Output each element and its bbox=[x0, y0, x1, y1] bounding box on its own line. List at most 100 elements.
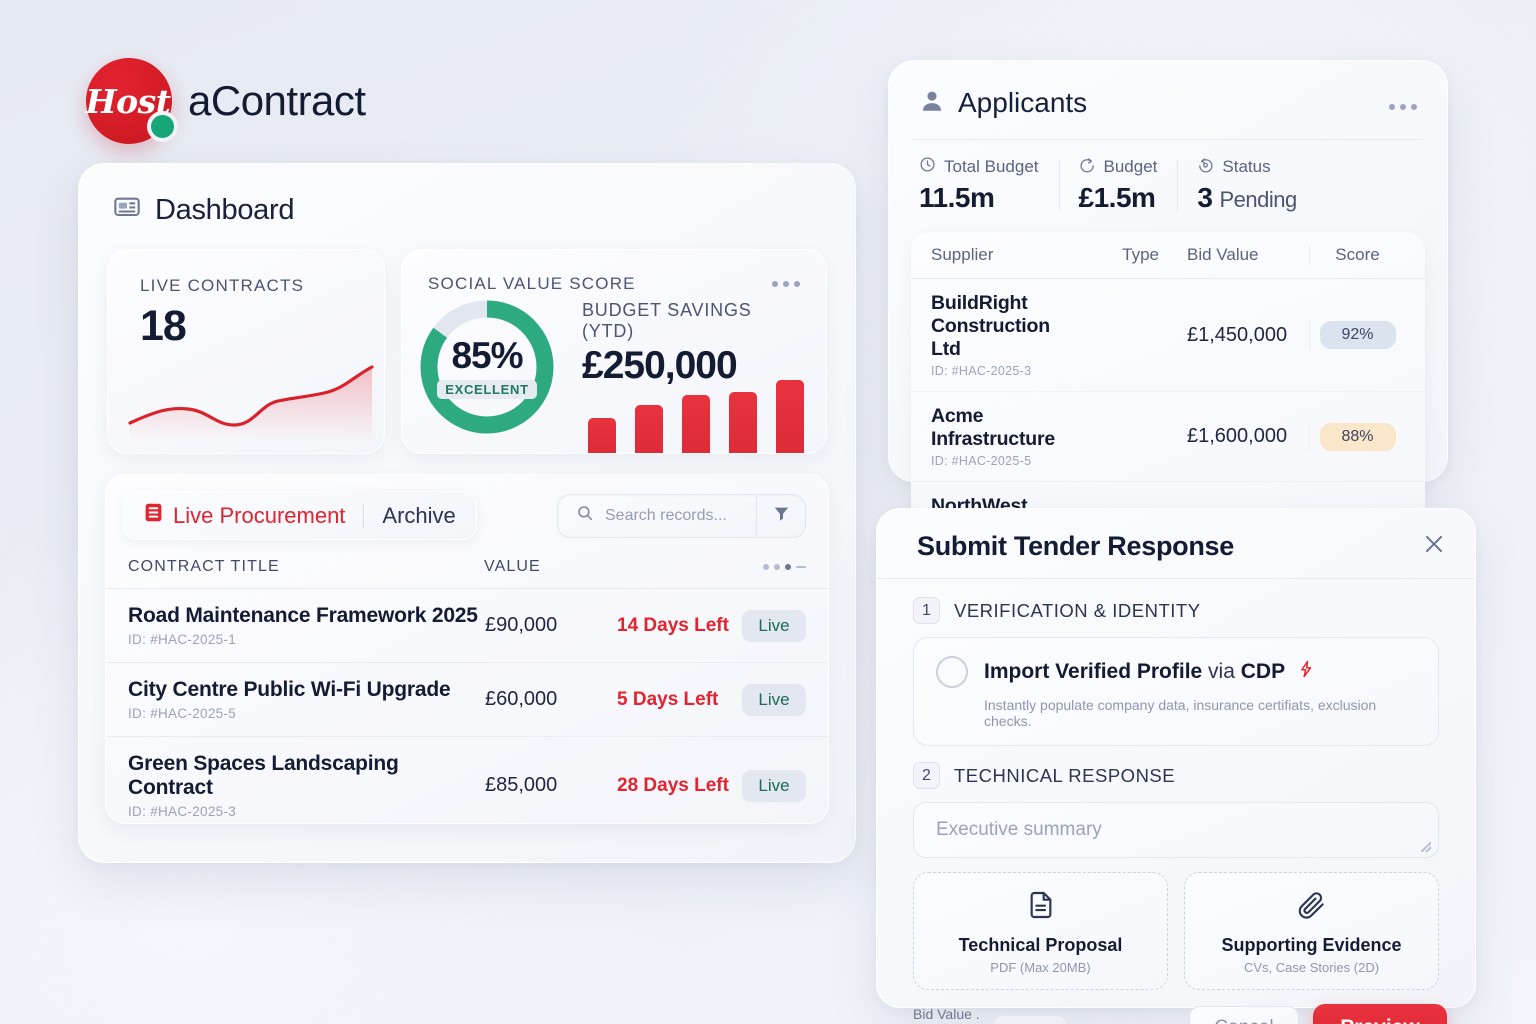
submit-tender-modal: Submit Tender Response 1 VERIFICATION & … bbox=[876, 508, 1476, 1024]
user-icon bbox=[919, 88, 945, 119]
budget-savings-label: BUDGET SAVINGS (YTD) bbox=[582, 300, 752, 341]
tab-archive[interactable]: Archive bbox=[382, 503, 455, 529]
applicants-header: Applicants bbox=[889, 61, 1447, 119]
budget-savings-value: £250,000 bbox=[582, 344, 738, 387]
live-contracts-card[interactable]: LIVE CONTRACTS 18 bbox=[107, 249, 385, 454]
paperclip-icon bbox=[1296, 889, 1328, 926]
close-icon[interactable] bbox=[1421, 531, 1447, 562]
document-icon bbox=[1025, 889, 1057, 926]
budget-savings-block: BUDGET SAVINGS (YTD) £250,000 bbox=[582, 300, 806, 388]
social-value-more-icon[interactable] bbox=[772, 274, 800, 287]
import-profile-option[interactable]: Import Verified Profile via CDP Instantl… bbox=[913, 637, 1439, 746]
dashboard-title: Dashboard bbox=[155, 194, 295, 226]
supplier-id: ID: #HAC-2025-3 bbox=[931, 364, 1032, 378]
supplier-bid-value: £1,450,000 bbox=[1187, 323, 1288, 346]
lightning-icon bbox=[1297, 660, 1315, 684]
column-score: Score bbox=[1309, 245, 1405, 265]
tab-live-procurement-label: Live Procurement bbox=[173, 502, 346, 528]
host-logo-mark: Host bbox=[85, 58, 178, 144]
metric-total-budget-label: Total Budget bbox=[944, 157, 1039, 176]
status-dot-icon bbox=[147, 111, 178, 142]
table-row[interactable]: BuildRight Construction Ltd ID: #HAC-202… bbox=[911, 279, 1425, 392]
social-value-card: SOCIAL VALUE SCORE 85% EXCELLENT BUDGET … bbox=[401, 249, 827, 454]
supplier-bid-value: £1,600,000 bbox=[1187, 425, 1288, 447]
filter-button[interactable] bbox=[756, 494, 805, 537]
score-badge: 92% bbox=[1319, 321, 1396, 349]
social-value-label: SOCIAL VALUE SCORE bbox=[428, 274, 636, 293]
contract-value: £90,000 bbox=[485, 614, 558, 636]
cancel-button[interactable]: Cancel bbox=[1189, 1006, 1299, 1024]
contract-days-left: 28 Days Left bbox=[617, 774, 729, 796]
social-value-donut-chart: 85% EXCELLENT bbox=[416, 296, 558, 438]
import-profile-title: Import Verified Profile via CDP bbox=[984, 660, 1315, 684]
procurement-toolbar: Live Procurement Archive Search records.… bbox=[106, 475, 828, 540]
score-badge: 88% bbox=[1319, 422, 1396, 451]
upload-supporting-evidence[interactable]: Supporting Evidence CVs, Case Stories (2… bbox=[1184, 872, 1439, 990]
table-row[interactable]: Road Maintenance Framework 2025 ID: #HAC… bbox=[106, 589, 828, 663]
import-profile-radio[interactable] bbox=[936, 656, 968, 688]
step-2-number: 2 bbox=[913, 762, 940, 789]
column-contract-title: CONTRACT TITLE bbox=[128, 558, 280, 575]
search-icon bbox=[576, 504, 594, 527]
tender-modal-body: 1 VERIFICATION & IDENTITY Import Verifie… bbox=[877, 579, 1475, 990]
contract-id: ID: #HAC-2025-1 bbox=[128, 632, 237, 647]
upload-technical-proposal[interactable]: Technical Proposal PDF (Max 20MB) bbox=[913, 872, 1168, 990]
clock-icon bbox=[919, 156, 936, 178]
applicants-title: Applicants bbox=[958, 87, 1088, 118]
column-value: VALUE bbox=[484, 558, 541, 575]
tender-modal-header: Submit Tender Response bbox=[877, 509, 1475, 579]
supplier-score-cell: 88% bbox=[1309, 422, 1405, 451]
upload-technical-proposal-sub: PDF (Max 20MB) bbox=[990, 960, 1091, 975]
procurement-table-header: CONTRACT TITLE VALUE bbox=[106, 558, 828, 589]
status-badge: Live bbox=[742, 683, 806, 716]
applicants-table-header: Supplier Type Bid Value Score bbox=[911, 232, 1425, 279]
status-badge: Live bbox=[742, 769, 806, 802]
metric-budget: Budget £1.5m bbox=[1058, 156, 1178, 214]
budget-savings-bar-chart bbox=[588, 375, 804, 453]
column-options-icon[interactable] bbox=[616, 564, 806, 570]
metric-status-sub: Pending bbox=[1219, 187, 1297, 212]
live-contracts-sparkline bbox=[128, 365, 374, 441]
contract-name: Green Spaces Landscaping Contract bbox=[128, 752, 399, 799]
resize-handle-icon[interactable] bbox=[1421, 842, 1431, 852]
social-value-percent: 85% bbox=[451, 335, 523, 376]
tender-modal-title: Submit Tender Response bbox=[917, 531, 1234, 561]
column-bid-value: Bid Value bbox=[1187, 245, 1259, 264]
timer-icon bbox=[1079, 156, 1096, 178]
tab-archive-label: Archive bbox=[382, 502, 456, 528]
tab-live-procurement[interactable]: Live Procurement bbox=[143, 502, 345, 529]
step-2-technical: 2 TECHNICAL RESPONSE bbox=[913, 762, 1439, 789]
applicants-more-icon[interactable] bbox=[1389, 97, 1417, 110]
live-contracts-label: LIVE CONTRACTS bbox=[140, 276, 305, 295]
metric-status-count: 3 bbox=[1197, 182, 1213, 213]
import-profile-description: Instantly populate company data, insuran… bbox=[984, 697, 1377, 729]
executive-summary-placeholder: Executive summary bbox=[936, 819, 1102, 840]
bar-4 bbox=[729, 392, 757, 453]
procurement-section: Live Procurement Archive Search records.… bbox=[105, 474, 829, 824]
preview-button[interactable]: Preview bbox=[1313, 1004, 1447, 1024]
bid-percent-field[interactable]: 3% bbox=[993, 1016, 1066, 1024]
step-1-verification: 1 VERIFICATION & IDENTITY bbox=[913, 597, 1439, 624]
bar-1 bbox=[588, 417, 616, 453]
brand-logo: Host aContract bbox=[85, 58, 366, 144]
social-value-rating-badge: EXCELLENT bbox=[437, 380, 537, 399]
procurement-tabs: Live Procurement Archive bbox=[122, 491, 477, 540]
table-row[interactable]: City Centre Public Wi-Fi Upgrade ID: #HA… bbox=[106, 663, 828, 737]
tab-separator bbox=[363, 503, 365, 528]
metric-status: Status 3 Pending bbox=[1177, 156, 1316, 214]
search-input[interactable]: Search records... bbox=[558, 504, 756, 527]
search-bar: Search records... bbox=[557, 493, 806, 538]
executive-summary-textarea[interactable]: Executive summary bbox=[913, 802, 1439, 858]
list-icon bbox=[143, 502, 164, 529]
upload-row: Technical Proposal PDF (Max 20MB) Suppor… bbox=[913, 872, 1439, 990]
applicants-metrics: Total Budget 11.5m Budget £1.5m bbox=[913, 139, 1423, 214]
contract-days-left: 5 Days Left bbox=[617, 688, 719, 710]
search-placeholder: Search records... bbox=[605, 506, 727, 524]
product-name: aContract bbox=[188, 77, 366, 124]
metric-total-budget-value: 11.5m bbox=[919, 182, 995, 213]
filter-icon bbox=[772, 504, 791, 528]
table-row[interactable]: Green Spaces Landscaping Contract ID: #H… bbox=[106, 737, 828, 823]
table-row[interactable]: Acme Infrastructure ID: #HAC-2025-5 £1,6… bbox=[911, 392, 1425, 482]
metric-status-label: Status bbox=[1222, 157, 1271, 176]
contract-id: ID: #HAC-2025-5 bbox=[128, 706, 237, 721]
